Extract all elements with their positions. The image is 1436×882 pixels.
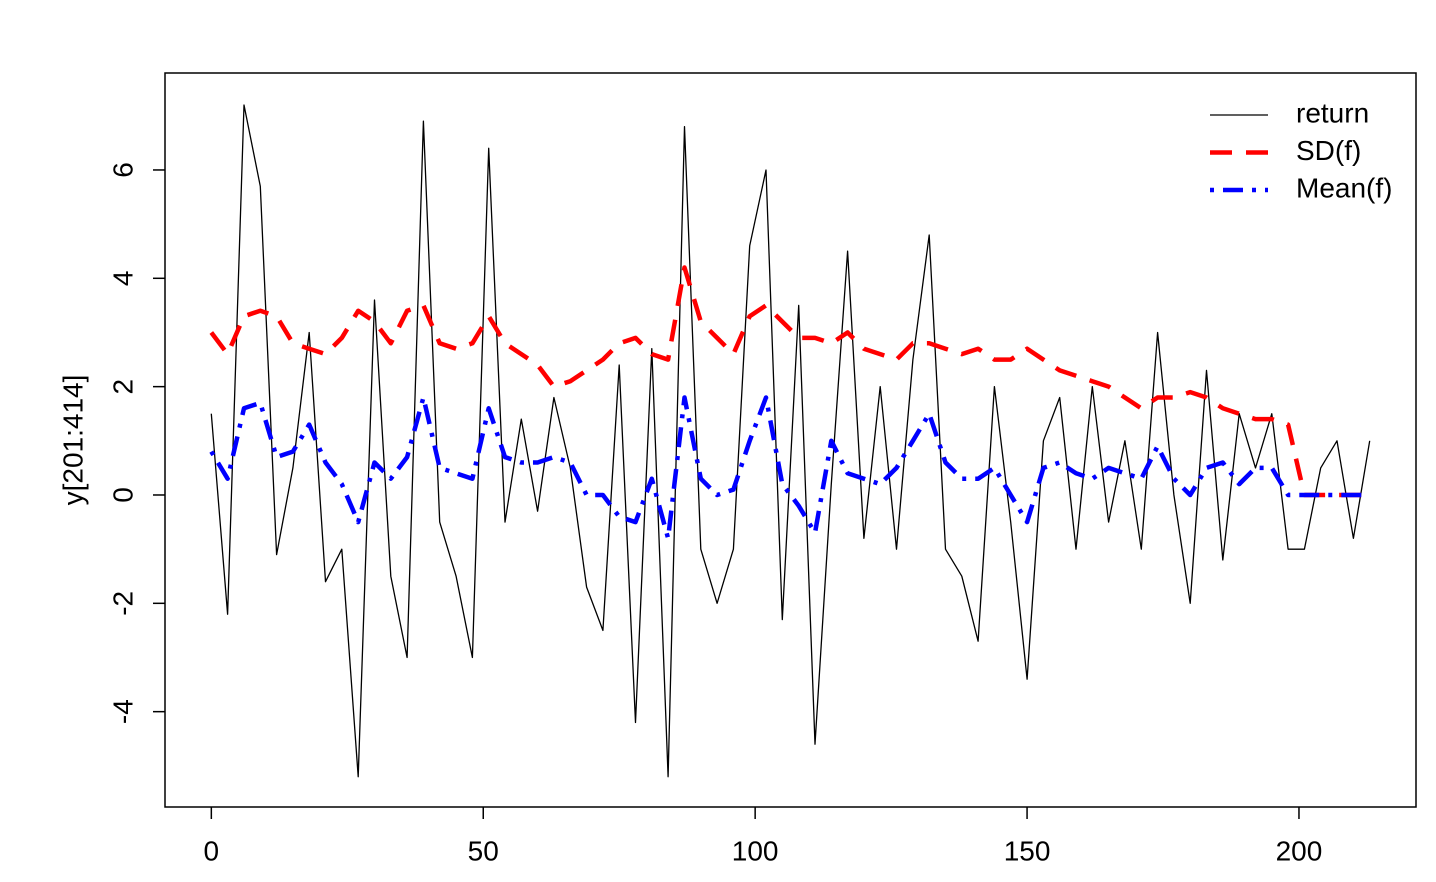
y-tick-label: 4 xyxy=(107,271,138,287)
y-tick-label: 6 xyxy=(107,162,138,178)
plot-frame xyxy=(164,72,1417,808)
y-axis-label: y[201:414] xyxy=(57,375,88,506)
legend-label: return xyxy=(1296,97,1369,128)
y-tick-label: 0 xyxy=(107,487,138,503)
series-line xyxy=(209,395,1370,541)
legend-label: Mean(f) xyxy=(1296,172,1392,203)
series-line xyxy=(210,104,1371,778)
legend-label: SD(f) xyxy=(1296,135,1361,166)
x-tick-label: 200 xyxy=(1276,835,1323,866)
series-line xyxy=(209,265,1370,498)
x-tick-label: 0 xyxy=(204,835,220,866)
x-tick-label: 150 xyxy=(1004,835,1051,866)
y-tick-label: -4 xyxy=(107,699,138,724)
x-tick-label: 50 xyxy=(468,835,499,866)
y-tick-label: -2 xyxy=(107,591,138,616)
y-tick-label: 2 xyxy=(107,379,138,395)
x-tick-label: 100 xyxy=(732,835,779,866)
